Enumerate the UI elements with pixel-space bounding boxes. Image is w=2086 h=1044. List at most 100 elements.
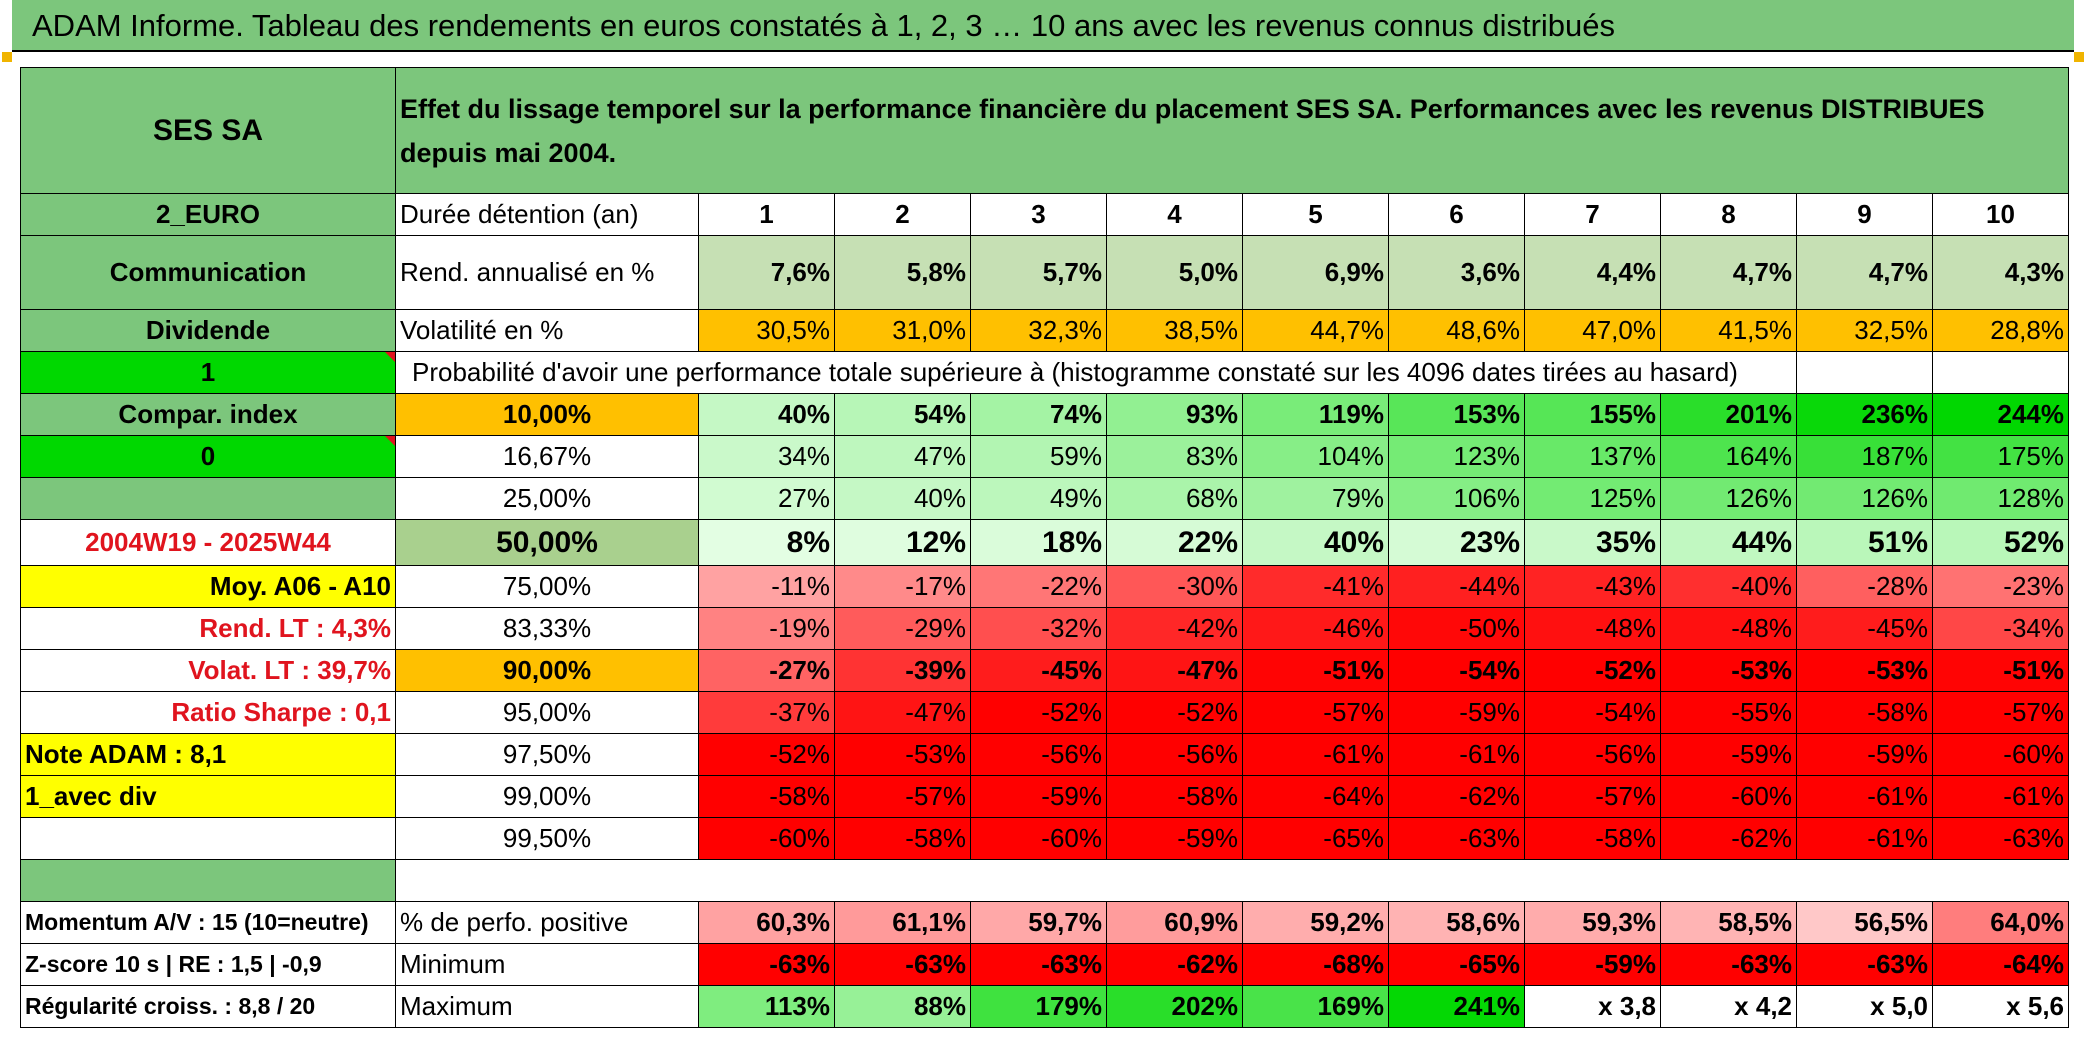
prob-value: -47% <box>1106 649 1243 692</box>
vol-value: 30,5% <box>698 309 835 352</box>
prob-value: 125% <box>1524 477 1661 520</box>
prob-value: 40% <box>1242 519 1389 566</box>
rend-value: 5,8% <box>834 235 971 310</box>
year-header: 6 <box>1388 193 1525 236</box>
prob-value: -58% <box>834 817 971 860</box>
probability-threshold: 10,00% <box>395 393 699 436</box>
prob-value: -54% <box>1388 649 1525 692</box>
prob-value: -59% <box>1106 817 1243 860</box>
probability-threshold: 90,00% <box>395 649 699 692</box>
prob-value: 40% <box>834 477 971 520</box>
prob-value: -45% <box>1796 607 1933 650</box>
currency-label: 2_EURO <box>20 193 396 236</box>
description-text: Effet du lissage temporel sur la perform… <box>395 67 2069 194</box>
prob-value: 153% <box>1388 393 1525 436</box>
vol-value: 47,0% <box>1524 309 1661 352</box>
probability-threshold: 83,33% <box>395 607 699 650</box>
prob-value: 49% <box>970 477 1107 520</box>
asset-name: SES SA <box>20 67 396 194</box>
prob-value: -64% <box>1242 775 1389 818</box>
momentum-label: Momentum A/V : 15 (10=neutre) <box>20 901 396 944</box>
gap-row <box>20 859 2069 902</box>
prob-value: -51% <box>1932 649 2069 692</box>
prob-value: -28% <box>1796 565 1933 608</box>
empty-side <box>20 817 396 860</box>
bottom-value: 169% <box>1242 985 1389 1028</box>
vol-row: Dividende Volatilité en % 30,5% 31,0% 32,3% 3… <box>20 309 2069 352</box>
prob-title: Probabilité d'avoir une performance tota… <box>395 351 1797 394</box>
prob-value: 35% <box>1524 519 1661 566</box>
bottom-value: 58,6% <box>1388 901 1525 944</box>
prob-row: 25,00% 27% 40% 49% 68% 79% 106% 125% 126% 126% 128… <box>20 477 2069 520</box>
prob-value: -59% <box>970 775 1107 818</box>
bottom-value: 202% <box>1106 985 1243 1028</box>
max-label: Maximum <box>395 985 699 1028</box>
prob-value: -58% <box>1796 691 1933 734</box>
bottom-value: -68% <box>1242 943 1389 986</box>
bottom-value: 59,2% <box>1242 901 1389 944</box>
prob-value: -60% <box>698 817 835 860</box>
rend-value: 4,7% <box>1660 235 1797 310</box>
prob-value: 201% <box>1660 393 1797 436</box>
div-label: 1_avec div <box>20 775 396 818</box>
prob-value: 59% <box>970 435 1107 478</box>
prob-value: 236% <box>1796 393 1933 436</box>
prob-value: -43% <box>1524 565 1661 608</box>
bottom-value: 64,0% <box>1932 901 2069 944</box>
prob-value: 54% <box>834 393 971 436</box>
rend-value: 4,7% <box>1796 235 1933 310</box>
empty-cell <box>1796 351 1933 394</box>
vol-value: 28,8% <box>1932 309 2069 352</box>
regularite-label: Régularité croiss. : 8,8 / 20 <box>20 985 396 1028</box>
period-label: 2004W19 - 2025W44 <box>20 519 396 566</box>
vol-value: 38,5% <box>1106 309 1243 352</box>
rend-row: Communication Rend. annualisé en % 7,6% 5,8… <box>20 235 2069 310</box>
description-row: SES SA Effet du lissage temporel sur la p… <box>20 67 2069 194</box>
prob-value: 68% <box>1106 477 1243 520</box>
prob-value: 126% <box>1660 477 1797 520</box>
rend-value: 4,4% <box>1524 235 1661 310</box>
flag-one: 1 <box>20 351 396 394</box>
year-header: 4 <box>1106 193 1243 236</box>
prob-row: Rend. LT : 4,3% 83,33% -19% -29% -32% -42% -46… <box>20 607 2069 650</box>
duration-label: Durée détention (an) <box>395 193 699 236</box>
prob-value: 40% <box>698 393 835 436</box>
bottom-value: 59,7% <box>970 901 1107 944</box>
prob-value: -47% <box>834 691 971 734</box>
bottom-value: x 4,2 <box>1660 985 1797 1028</box>
prob-value: -63% <box>1932 817 2069 860</box>
prob-value: 27% <box>698 477 835 520</box>
prob-value: -29% <box>834 607 971 650</box>
probability-threshold: 97,50% <box>395 733 699 776</box>
prob-row: Volat. LT : 39,7% 90,00% -27% -39% -45% -47% -… <box>20 649 2069 692</box>
prob-value: -61% <box>1932 775 2069 818</box>
bottom-value: x 5,0 <box>1796 985 1933 1028</box>
bottom-row: Z-score 10 s | RE : 1,5 | -0,9 Minimum -63… <box>20 943 2069 986</box>
bottom-value: 56,5% <box>1796 901 1933 944</box>
corner-marker <box>2074 52 2084 62</box>
prob-value: -59% <box>1388 691 1525 734</box>
bottom-value: 60,9% <box>1106 901 1243 944</box>
prob-value: 34% <box>698 435 835 478</box>
bottom-value: 179% <box>970 985 1107 1028</box>
volat-lt-label: Volat. LT : 39,7% <box>20 649 396 692</box>
year-header: 8 <box>1660 193 1797 236</box>
bottom-row: Régularité croiss. : 8,8 / 20 Maximum 113%… <box>20 985 2069 1028</box>
bottom-value: -63% <box>698 943 835 986</box>
prob-value: 74% <box>970 393 1107 436</box>
prob-value: -62% <box>1388 775 1525 818</box>
prob-value: 18% <box>970 519 1107 566</box>
prob-value: -57% <box>1932 691 2069 734</box>
prob-value: 22% <box>1106 519 1243 566</box>
gap-cell <box>20 859 396 902</box>
bottom-row: Momentum A/V : 15 (10=neutre)% de perfo.… <box>20 901 2069 944</box>
prob-value: -52% <box>1106 691 1243 734</box>
prob-value: 47% <box>834 435 971 478</box>
prob-value: -60% <box>970 817 1107 860</box>
prob-value: -52% <box>970 691 1107 734</box>
probability-threshold: 50,00% <box>395 519 699 566</box>
vol-value: 31,0% <box>834 309 971 352</box>
prob-value: -57% <box>834 775 971 818</box>
prob-value: -61% <box>1796 817 1933 860</box>
prob-row: Note ADAM : 8,1 97,50% -52% -53% -56% -56% -61… <box>20 733 2069 776</box>
